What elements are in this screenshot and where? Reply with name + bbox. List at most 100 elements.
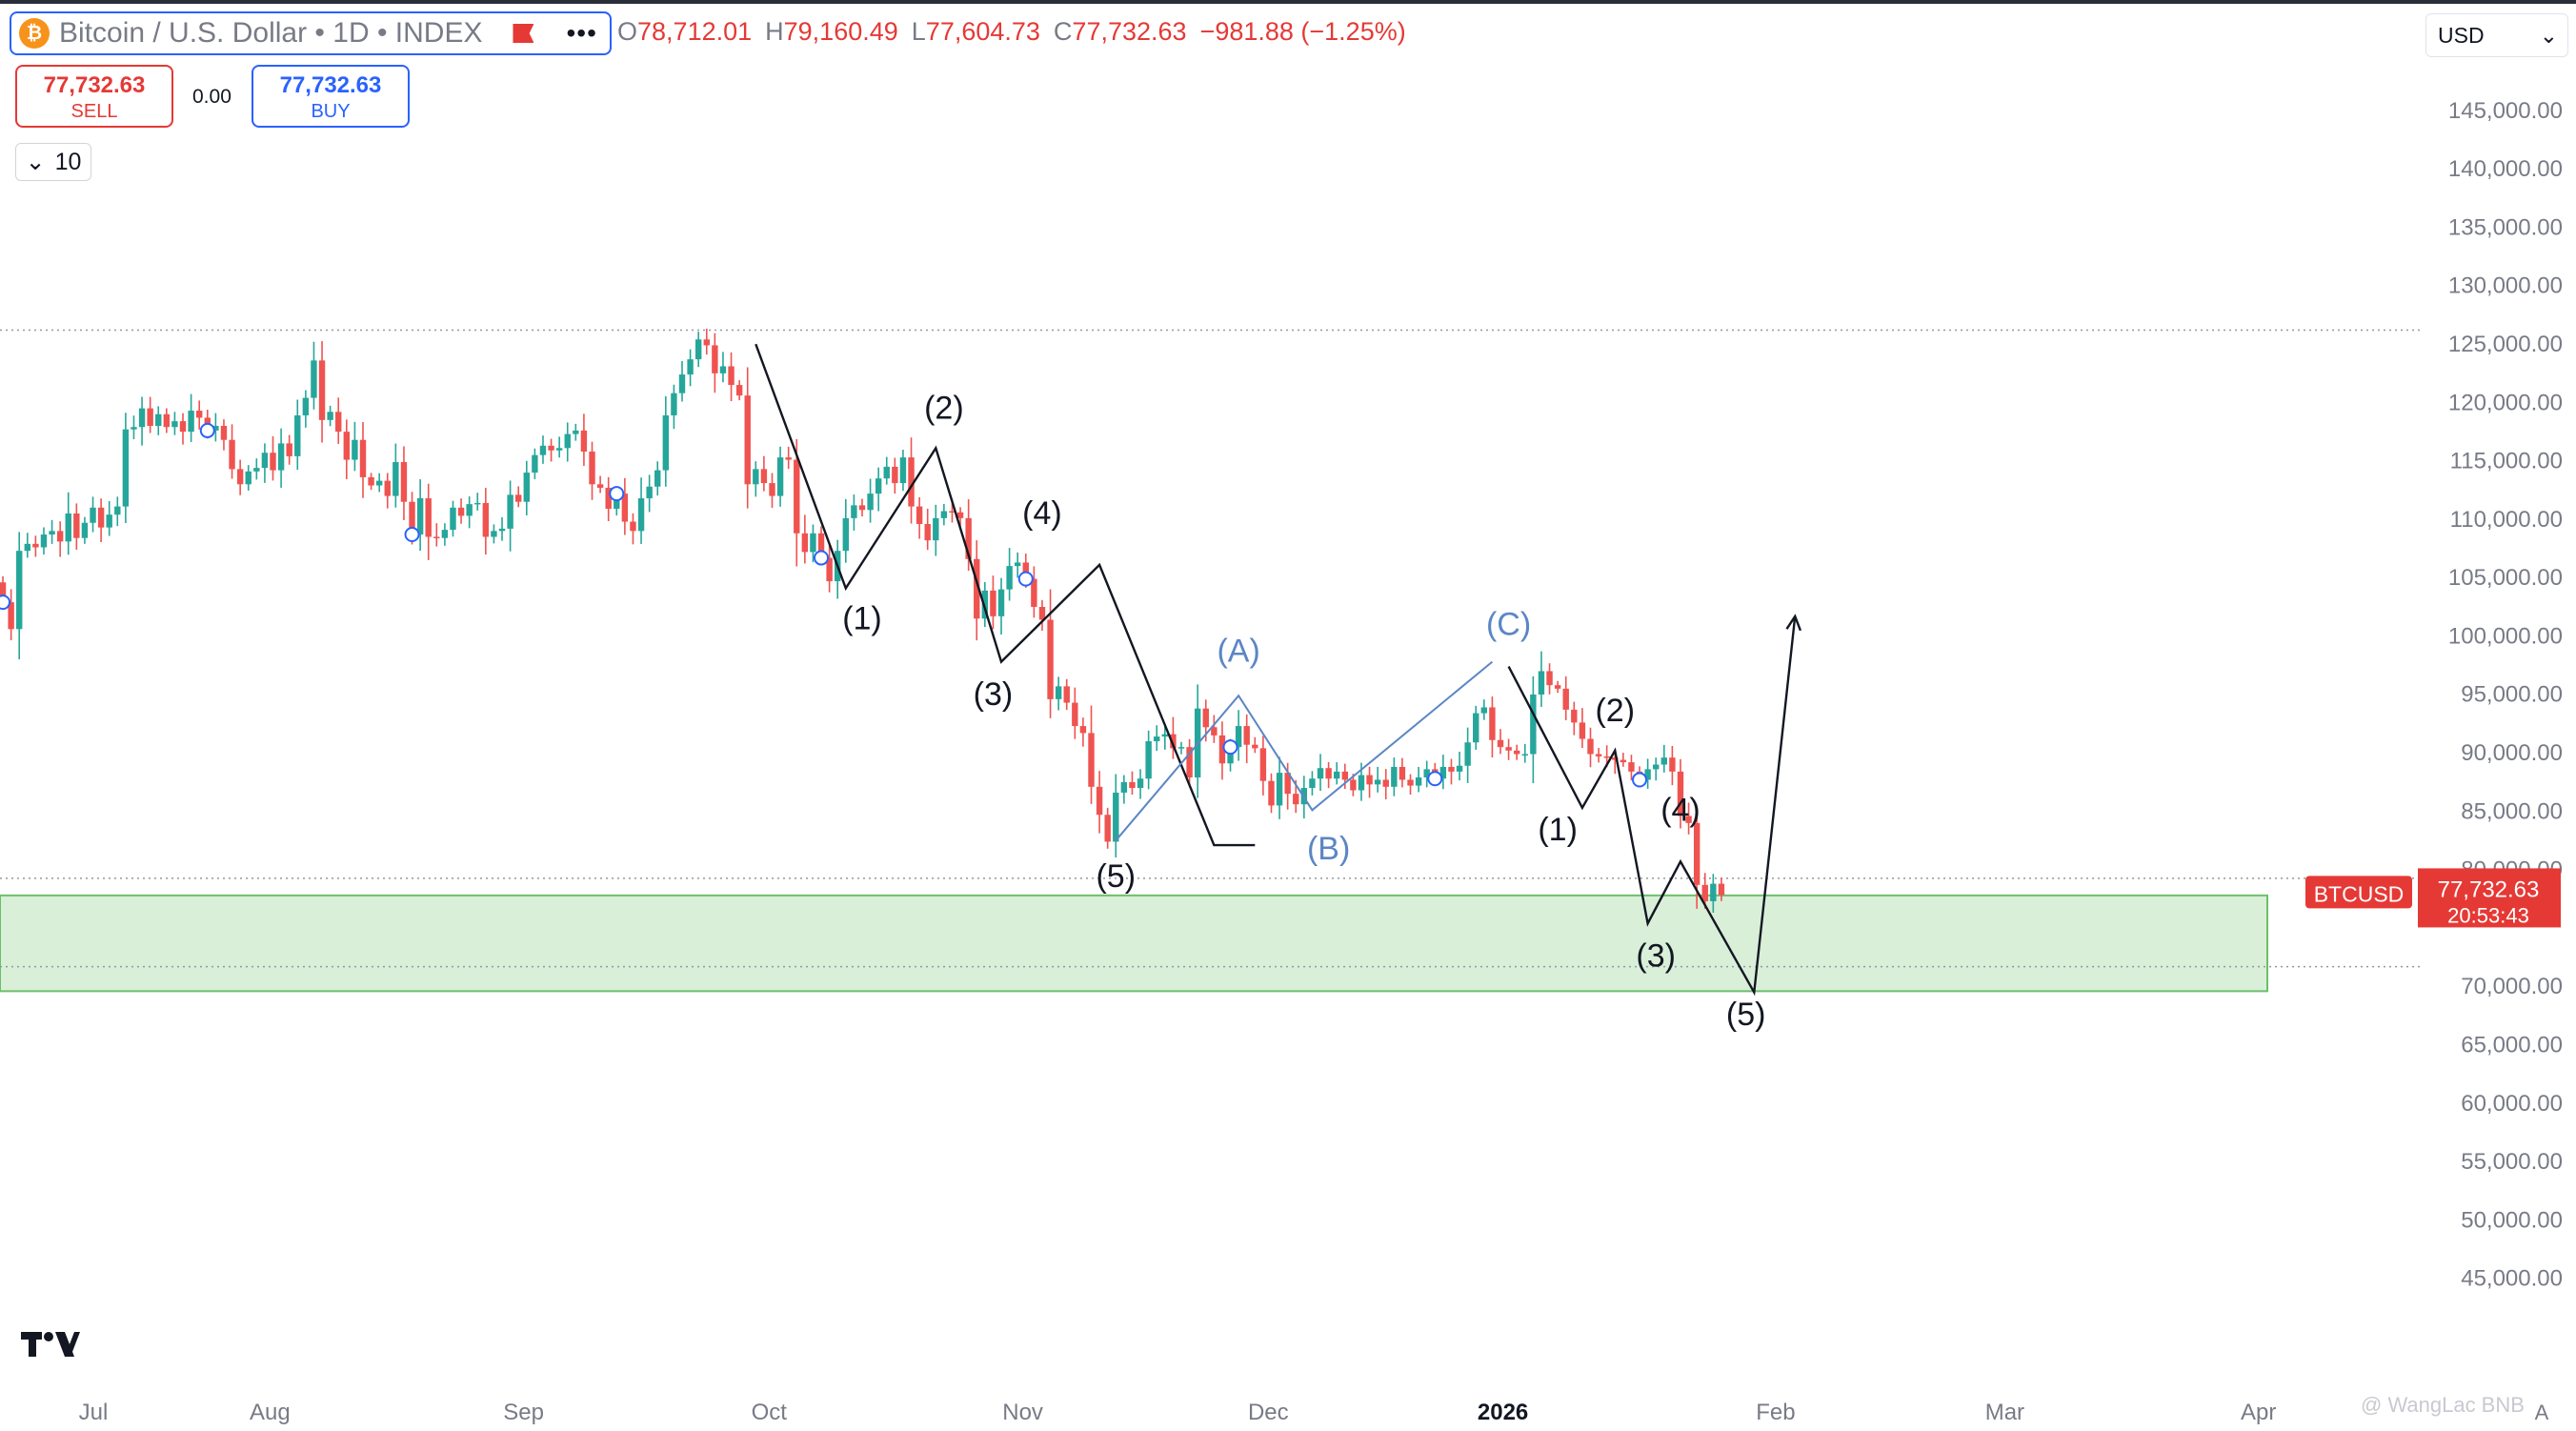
bitcoin-icon: ₿ — [19, 18, 50, 49]
event-marker-icon — [1222, 739, 1238, 756]
candle-body — [1350, 779, 1357, 791]
buy-label: BUY — [311, 101, 351, 122]
candle-body — [229, 439, 235, 470]
candle-body — [523, 473, 530, 502]
candle-body — [1113, 792, 1119, 842]
candle-body — [1243, 726, 1250, 745]
sell-label: SELL — [70, 101, 118, 122]
candle-body — [621, 494, 629, 522]
elliott-wave-line — [755, 343, 1256, 847]
price-tick-label: 90,000.00 — [2461, 740, 2563, 766]
candle-body — [1252, 744, 1258, 749]
elliott-wave-line — [1115, 660, 1494, 841]
symbol-title: Bitcoin / U.S. Dollar • 1D • INDEX — [59, 17, 483, 49]
symbol-selector[interactable]: ₿ Bitcoin / U.S. Dollar • 1D • INDEX ••• — [10, 11, 612, 55]
candle-body — [1538, 671, 1545, 695]
event-marker-icon — [1427, 771, 1443, 787]
time-tick-label: Feb — [1756, 1400, 1795, 1425]
candle-body — [253, 468, 260, 472]
candle-body — [785, 457, 792, 460]
candle-body — [687, 359, 694, 375]
time-tick-label: Mar — [1985, 1400, 2024, 1425]
candle-body — [769, 483, 775, 496]
buy-price: 77,732.63 — [279, 72, 382, 98]
spread-value: 0.00 — [192, 86, 231, 108]
candle-body — [654, 470, 661, 487]
candle-body — [1489, 707, 1496, 740]
currency-select[interactable]: USD ⌄ — [2425, 13, 2568, 57]
candle-body — [573, 430, 579, 434]
candle-body — [1293, 794, 1299, 805]
candle-body — [1211, 727, 1218, 736]
candle-body — [1227, 747, 1234, 764]
candle-body — [532, 454, 538, 474]
candle-body — [1366, 775, 1373, 785]
candle-body — [712, 345, 718, 373]
candle-body — [302, 397, 310, 415]
candle-body — [122, 429, 130, 507]
candle-body — [1317, 768, 1324, 779]
symbol-tag — [2305, 876, 2412, 909]
price-tick-label: 120,000.00 — [2448, 390, 2563, 415]
wave-label: (3) — [1636, 938, 1676, 975]
candle-body — [671, 393, 677, 415]
candle-body — [409, 501, 415, 535]
candle-body — [1309, 778, 1316, 789]
price-tick-label: 140,000.00 — [2448, 156, 2563, 182]
candle-body — [678, 374, 686, 393]
candle-body — [65, 513, 71, 542]
candle-body — [794, 459, 800, 534]
candle-body — [1014, 562, 1021, 567]
candle-body — [1562, 688, 1569, 710]
change-value: −981.88 (−1.25%) — [1199, 17, 1406, 46]
candle-body — [1358, 775, 1365, 791]
candle-body — [1031, 578, 1037, 608]
watermark: @ WangLac BNB — [2361, 1393, 2525, 1417]
time-tick-label: Aug — [250, 1400, 291, 1425]
candle-body — [131, 427, 137, 430]
candle-body — [728, 366, 735, 386]
wave-label: (4) — [1022, 495, 1062, 532]
candle-body — [1022, 562, 1029, 579]
candle-body — [1480, 707, 1488, 714]
candle-body — [56, 531, 64, 542]
candle-body — [965, 517, 972, 559]
candle-body — [1587, 738, 1594, 755]
time-tick-label: 2026 — [1478, 1400, 1528, 1425]
candle-body — [433, 536, 440, 538]
candle-body — [507, 494, 513, 529]
flag-icon[interactable] — [513, 24, 534, 43]
support-zone — [0, 894, 2268, 993]
event-marker-icon — [404, 527, 420, 543]
auto-scale-toggle: A — [2535, 1401, 2549, 1424]
buy-button[interactable]: 77,732.63 BUY — [252, 65, 410, 128]
symbol-tag-label: BTCUSD — [2314, 881, 2405, 906]
candle-body — [646, 486, 653, 499]
indicators-toggle[interactable]: ⌄ 10 — [15, 143, 91, 181]
candle-body — [1088, 733, 1095, 787]
candle-body — [220, 426, 228, 440]
candle-body — [1120, 781, 1128, 793]
price-tick-label: 60,000.00 — [2461, 1091, 2563, 1117]
candle-body — [662, 414, 670, 471]
low-value: 77,604.73 — [925, 17, 1040, 46]
high-key: H — [765, 17, 784, 46]
wave-label: (A) — [1217, 634, 1259, 670]
candle-body — [327, 412, 333, 420]
more-icon[interactable]: ••• — [566, 18, 597, 48]
candle-body — [630, 521, 636, 532]
candle-body — [1521, 754, 1528, 756]
candle-body — [1595, 754, 1602, 756]
candle-body — [1006, 566, 1013, 590]
candle-body — [924, 523, 931, 541]
candle-body — [1571, 709, 1578, 723]
price-tick-label: 55,000.00 — [2461, 1149, 2563, 1175]
top-border — [0, 0, 2576, 4]
price-tick-label: 130,000.00 — [2448, 273, 2563, 299]
candle-body — [457, 507, 465, 516]
sell-button[interactable]: 77,732.63 SELL — [15, 65, 173, 128]
candle-body — [1276, 773, 1283, 806]
price-tick-label: 70,000.00 — [2461, 974, 2563, 999]
price-tick-label: 125,000.00 — [2448, 332, 2563, 357]
